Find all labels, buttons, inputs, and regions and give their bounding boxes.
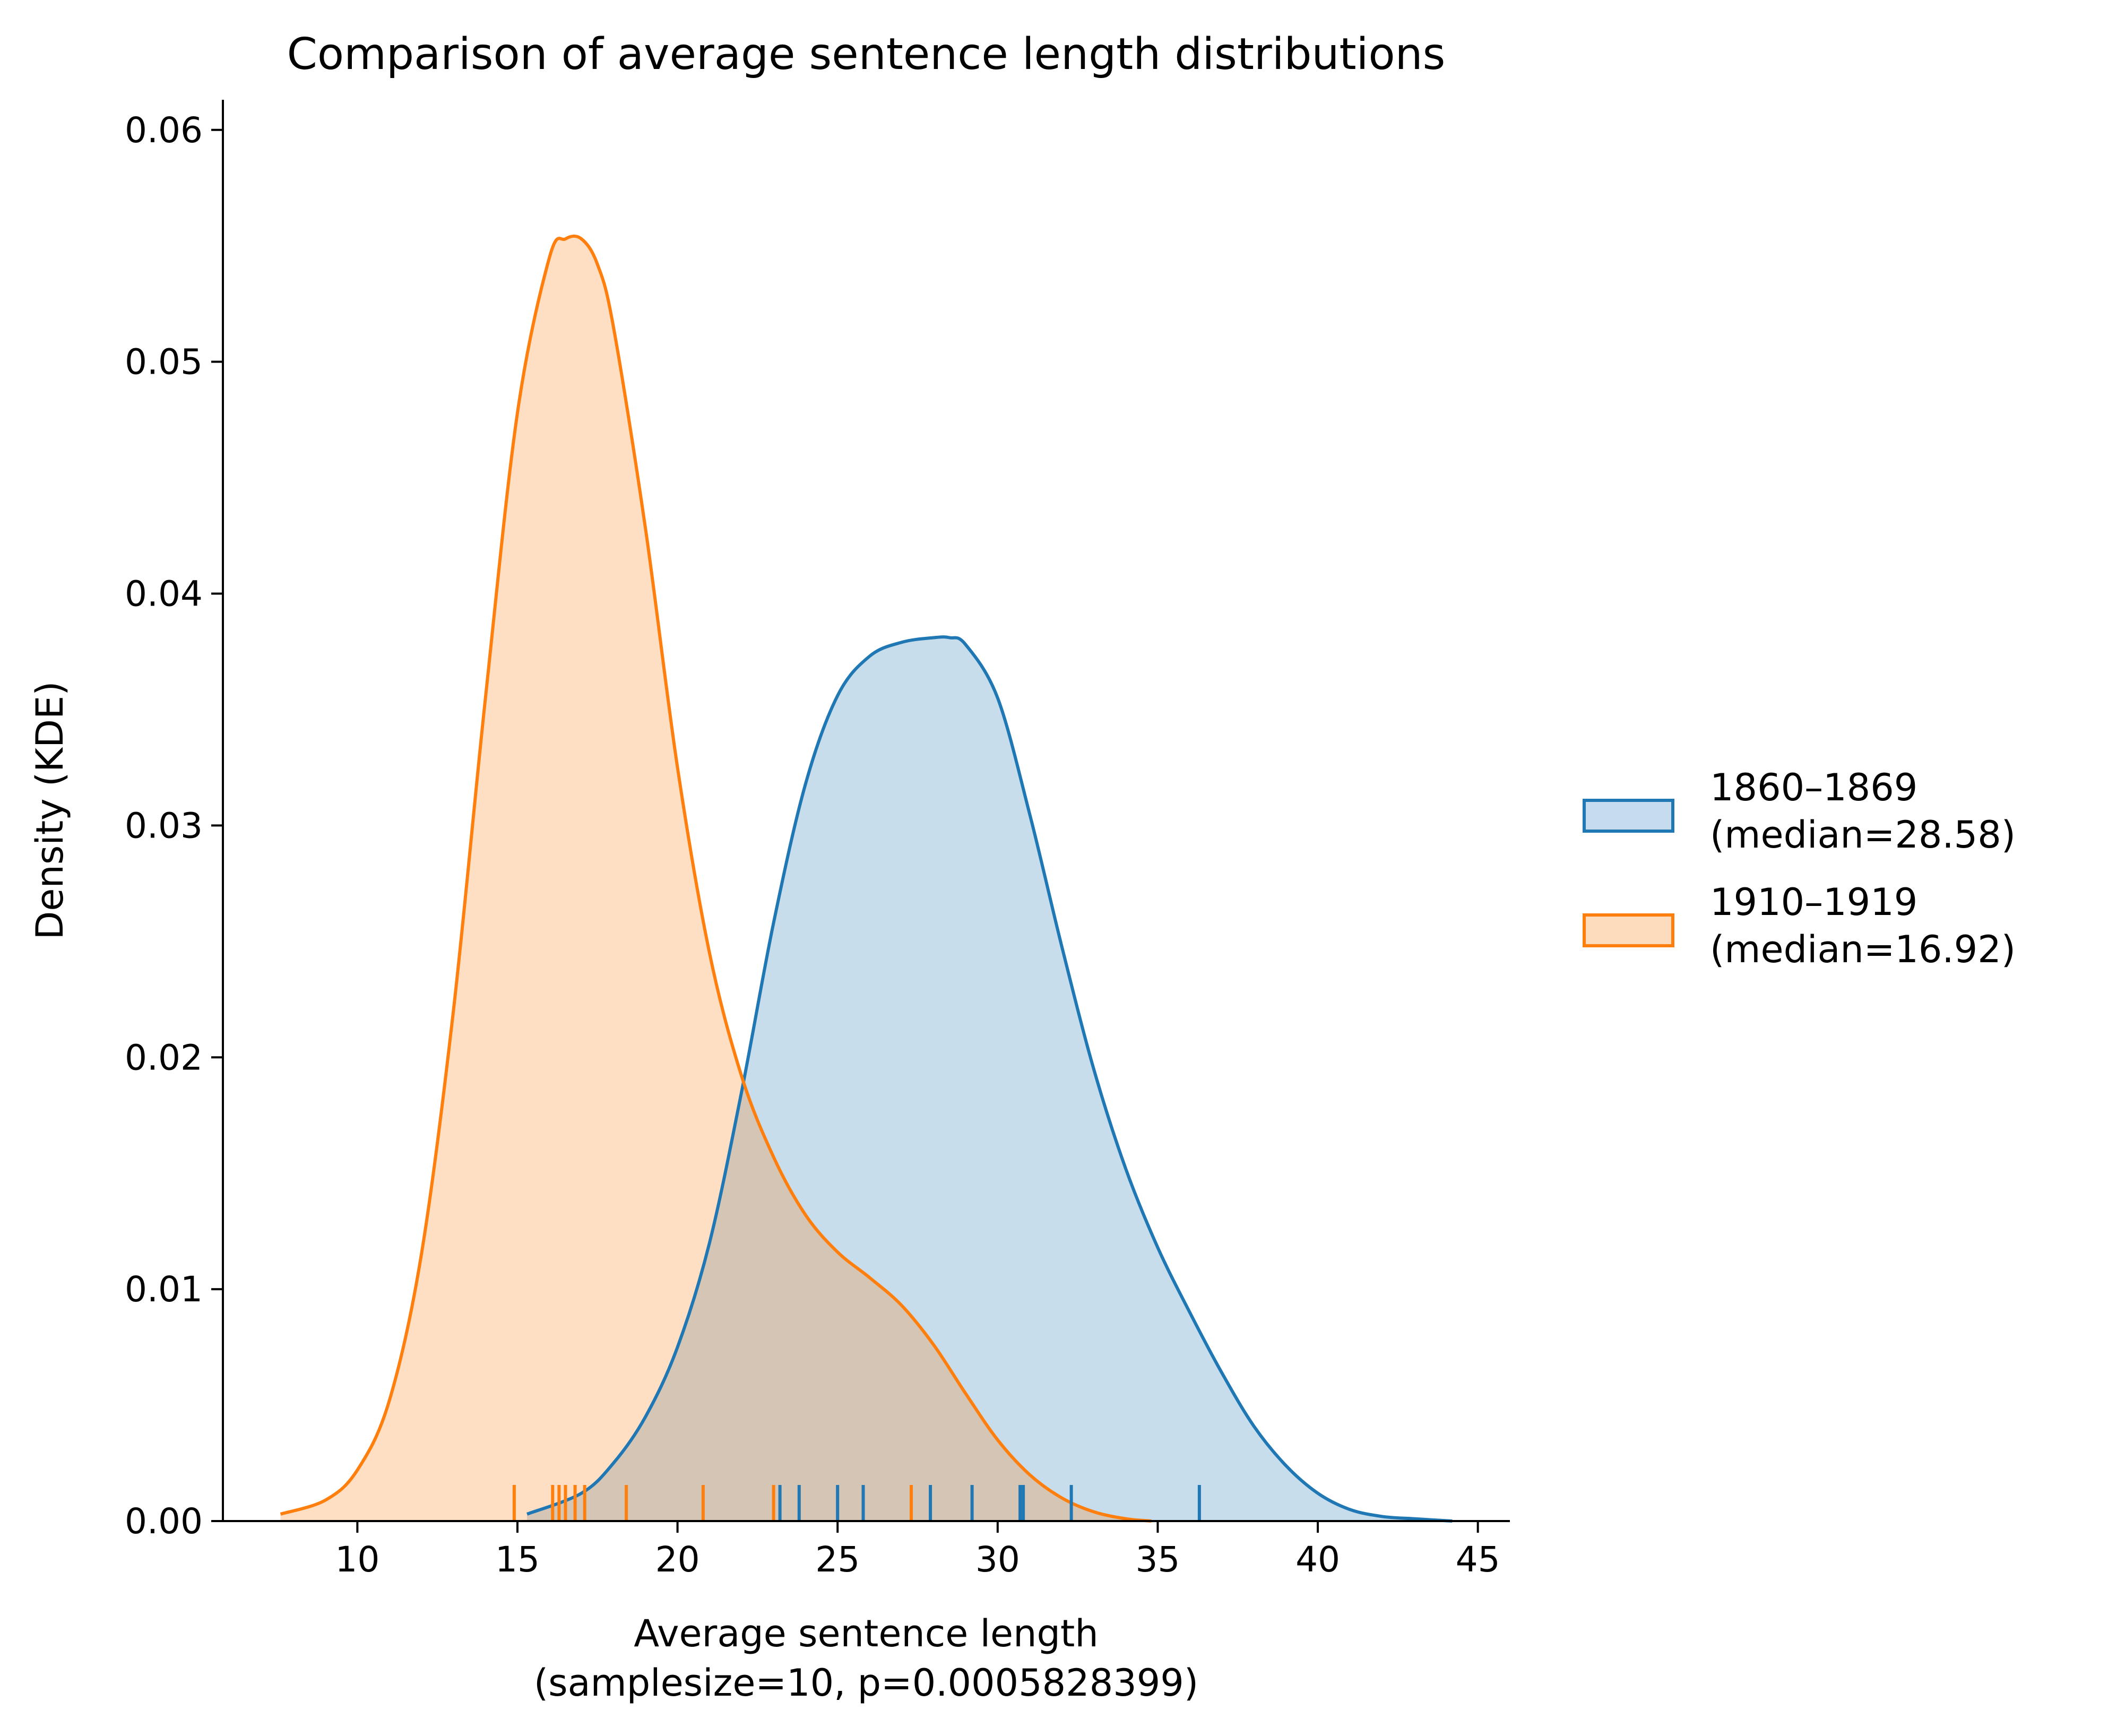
chart-title: Comparison of average sentence length di… (287, 29, 1446, 80)
density-lines (280, 234, 1453, 1523)
density-fill-1860 (527, 637, 1453, 1521)
rug-marks (512, 1485, 1201, 1521)
legend-label-1910: 1910–1919 (1710, 880, 1917, 924)
x-tick-label-45: 45 (1456, 1539, 1500, 1580)
y-tick-label-0.01: 0.01 (125, 1269, 203, 1310)
density-fills (280, 236, 1453, 1521)
x-tick-label-30: 30 (975, 1539, 1020, 1580)
y-axis-label: Density (KDE) (28, 681, 72, 939)
legend-swatch-1910 (1583, 913, 1674, 947)
legend-label-1860: 1860–1869 (1710, 766, 1917, 809)
x-tick-label-25: 25 (815, 1539, 860, 1580)
x-ticks: 10 15 20 25 30 35 40 45 (335, 1521, 1500, 1580)
legend-swatch-1860 (1583, 799, 1674, 833)
x-tick-label-10: 10 (335, 1539, 379, 1580)
density-line-1860 (526, 635, 1453, 1523)
x-tick-label-40: 40 (1295, 1539, 1340, 1580)
y-tick-label-0.06: 0.06 (125, 110, 203, 151)
x-tick-label-15: 15 (495, 1539, 540, 1580)
y-ticks: 0.00 0.01 0.02 0.03 0.04 0.05 0.06 (125, 110, 223, 1542)
x-tick-label-35: 35 (1135, 1539, 1180, 1580)
density-line-1910 (280, 234, 1152, 1523)
y-tick-label-0.00: 0.00 (125, 1501, 203, 1542)
y-tick-label-0.02: 0.02 (125, 1037, 203, 1078)
legend: 1860–1869 (median=28.58) 1910–1919 (medi… (1583, 766, 2016, 971)
y-tick-label-0.04: 0.04 (125, 574, 203, 615)
y-tick-label-0.05: 0.05 (125, 342, 203, 383)
legend-label-1860-median: (median=28.58) (1710, 813, 2016, 857)
x-axis-label: Average sentence length (634, 1612, 1098, 1655)
density-fill-1910 (280, 236, 1152, 1521)
x-tick-label-20: 20 (655, 1539, 700, 1580)
x-axis-label-sub: (samplesize=10, p=0.0005828399) (534, 1661, 1198, 1705)
y-tick-label-0.03: 0.03 (125, 805, 203, 846)
legend-label-1910-median: (median=16.92) (1710, 928, 2016, 971)
